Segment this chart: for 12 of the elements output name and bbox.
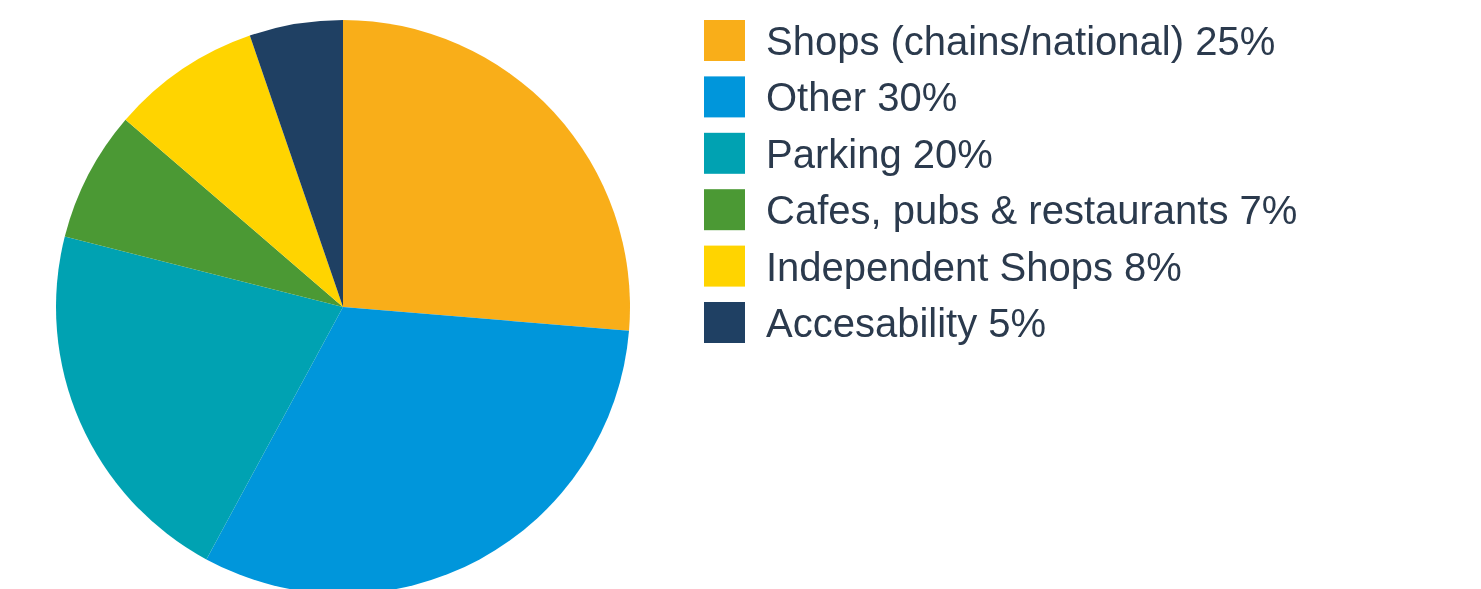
legend-label: Independent Shops xyxy=(766,244,1113,289)
legend-label: Parking xyxy=(766,131,902,176)
data-label: 7% xyxy=(1239,188,1298,233)
legend-label: Other xyxy=(766,75,867,120)
data-label: 25% xyxy=(1195,19,1276,63)
legend-label: Shops (chains/national) xyxy=(766,19,1185,63)
data-label: 5% xyxy=(988,301,1047,345)
data-label: 8% xyxy=(1124,244,1182,289)
data-label: 30% xyxy=(877,75,958,120)
legend-label: Cafes, pubs & restaurants xyxy=(766,188,1229,233)
data-label: 20% xyxy=(912,131,993,176)
legend-label: Accesability xyxy=(766,301,978,345)
